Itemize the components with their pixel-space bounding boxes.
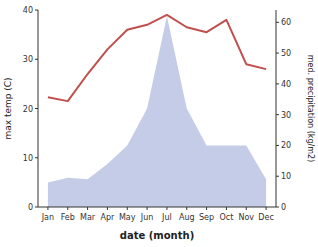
x-tick bbox=[226, 207, 227, 210]
y2-tick bbox=[276, 53, 279, 54]
y2-tick bbox=[276, 145, 279, 146]
x-axis bbox=[38, 207, 276, 208]
x-tick bbox=[186, 207, 187, 210]
y-tick bbox=[35, 157, 38, 158]
x-tick-label: Apr bbox=[100, 213, 115, 222]
y2-tick bbox=[276, 22, 279, 23]
y2-tick bbox=[276, 207, 279, 208]
x-tick-label: Jun bbox=[140, 213, 154, 222]
y2-tick-label: 50 bbox=[281, 49, 291, 58]
y-tick bbox=[35, 10, 38, 11]
y2-tick-label: 10 bbox=[281, 172, 291, 181]
x-tick bbox=[246, 207, 247, 210]
y-tick-label: 30 bbox=[23, 55, 33, 64]
area bbox=[48, 16, 266, 207]
x-tick-label: Aug bbox=[179, 213, 195, 222]
x-tick bbox=[166, 207, 167, 210]
y-tick bbox=[35, 108, 38, 109]
plot-area bbox=[48, 15, 266, 207]
x-tick-label: Feb bbox=[61, 213, 75, 222]
y-tick bbox=[35, 207, 38, 208]
y-tick bbox=[35, 59, 38, 60]
x-tick-label: Mar bbox=[80, 213, 96, 222]
y2-tick-label: 40 bbox=[281, 80, 291, 89]
y-axis-label: max temp (C) bbox=[3, 77, 13, 139]
y2-axis-label: med. precipitation (kg/m2) bbox=[306, 55, 315, 162]
y2-tick-label: 60 bbox=[281, 18, 291, 27]
x-tick-label: May bbox=[119, 213, 136, 222]
y2-tick-label: 0 bbox=[281, 203, 286, 212]
chart: Jan Feb Mar Apr May Jun Jul Aug Sep Oct Nov Dec 0 10 2… bbox=[0, 0, 318, 247]
x-tick-label: Jan bbox=[41, 213, 54, 222]
x-tick bbox=[67, 207, 68, 210]
x-tick bbox=[107, 207, 108, 210]
y2-tick bbox=[276, 114, 279, 115]
x-tick bbox=[47, 207, 48, 210]
y-tick-label: 40 bbox=[23, 6, 33, 15]
x-tick-label: Nov bbox=[238, 213, 254, 222]
x-tick bbox=[127, 207, 128, 210]
x-tick bbox=[266, 207, 267, 210]
y2-tick-label: 30 bbox=[281, 111, 291, 120]
y-tick-label: 20 bbox=[23, 105, 33, 114]
x-tick bbox=[147, 207, 148, 210]
x-tick bbox=[206, 207, 207, 210]
y2-tick bbox=[276, 83, 279, 84]
x-tick-label: Oct bbox=[219, 213, 233, 222]
x-tick-label: Jul bbox=[161, 213, 172, 222]
y2-tick bbox=[276, 176, 279, 177]
y-tick-label: 10 bbox=[23, 154, 33, 163]
x-tick bbox=[87, 207, 88, 210]
line bbox=[48, 15, 266, 101]
y2-tick-label: 20 bbox=[281, 141, 291, 150]
x-tick-label: Dec bbox=[258, 213, 273, 222]
x-axis-label: date (month) bbox=[120, 230, 194, 241]
y-tick-label: 0 bbox=[28, 203, 33, 212]
x-tick-label: Sep bbox=[199, 213, 214, 222]
y2-axis bbox=[276, 10, 277, 207]
